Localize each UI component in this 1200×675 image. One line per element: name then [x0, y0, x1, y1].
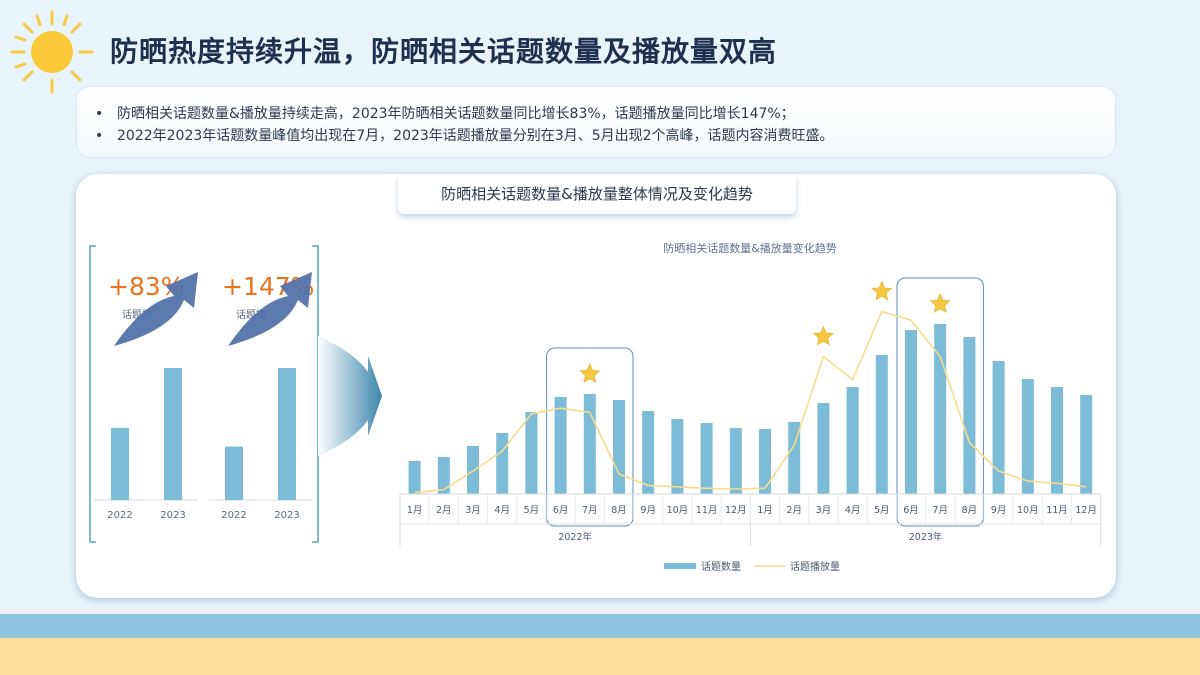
bar: [963, 337, 976, 494]
mini-tick-label: 2023: [274, 510, 299, 521]
bar: [467, 446, 479, 494]
bar: [759, 429, 771, 494]
x-tick-label: 9月: [991, 505, 1007, 516]
x-tick-label: 1月: [407, 505, 423, 516]
x-tick-label: 8月: [611, 505, 627, 516]
summary-item: 防晒相关话题数量&播放量持续走高，2023年防晒相关话题数量同比增长83%，话题…: [95, 103, 1091, 125]
x-tick-label: 4月: [845, 505, 861, 516]
line-series: [414, 310, 1087, 494]
summary-item: 2022年2023年话题数量峰值均出现在7月，2023年话题播放量分别在3月、5…: [95, 125, 1091, 147]
bar: [934, 324, 947, 494]
bar: [875, 355, 888, 494]
x-tick-label: 7月: [582, 505, 598, 516]
bar: [671, 419, 684, 494]
x-tick-label: 1月: [757, 505, 773, 516]
legend-label: 话题数量: [701, 560, 741, 573]
bar: [525, 412, 538, 494]
x-tick-label: 10月: [667, 505, 689, 516]
x-tick-label: 3月: [465, 505, 481, 516]
legend-label: 话题播放量: [790, 560, 840, 573]
page-title: 防晒热度持续升温，防晒相关话题数量及播放量双高: [110, 35, 778, 68]
chart-title: 防晒相关话题数量&播放量变化趋势: [663, 241, 837, 255]
mini-bar: [225, 446, 243, 500]
highlight-frame: [546, 347, 634, 527]
x-tick-label: 10月: [1017, 505, 1039, 516]
bar: [1051, 387, 1063, 494]
star-icon: [929, 292, 951, 313]
mini-bar: [111, 427, 129, 500]
x-tick-label: 9月: [640, 505, 656, 516]
bar: [642, 411, 655, 494]
bar: [700, 423, 713, 494]
x-tick-label: 12月: [1075, 505, 1097, 516]
x-tick-label: 5月: [874, 505, 890, 516]
x-tick-label: 2月: [786, 505, 802, 516]
x-tick-label: 11月: [696, 505, 718, 516]
up-arrow-icon: [114, 272, 198, 346]
bar: [496, 433, 509, 494]
star-icon: [812, 325, 834, 346]
x-tick-label: 5月: [524, 505, 540, 516]
mini-tick-label: 2022: [107, 510, 132, 521]
mini-tick-label: 2023: [160, 510, 185, 521]
footer-band: [0, 638, 1200, 675]
bar: [1021, 379, 1034, 494]
bar: [583, 394, 596, 494]
bar: [613, 400, 625, 494]
highlight-frame: [896, 277, 984, 527]
year-label: 2023年: [909, 531, 943, 543]
x-tick-label: 6月: [903, 505, 919, 516]
x-tick-label: 8月: [962, 505, 978, 516]
bar: [408, 461, 421, 494]
mini-bar: [278, 368, 296, 500]
footer-band: [0, 614, 1200, 638]
bar: [905, 330, 917, 494]
bar: [817, 403, 830, 494]
year-label: 2022年: [558, 531, 592, 543]
trend-chart: 防晒相关话题数量&播放量变化趋势 1月 2月 3月 4月 5月 6月 7月 8月 9月 10月 11月…: [399, 241, 1102, 573]
bracket-left: [89, 245, 96, 543]
x-tick-label: 3月: [816, 505, 832, 516]
bar: [846, 387, 859, 494]
bar: [437, 457, 450, 494]
x-tick-label: 11月: [1046, 505, 1068, 516]
x-tick-label: 2月: [436, 505, 452, 516]
star-icon: [579, 362, 601, 383]
bar: [992, 361, 1005, 494]
x-tick-label: 4月: [494, 505, 510, 516]
mini-bar: [164, 368, 182, 500]
right-arrow-icon: [318, 336, 382, 456]
sun-icon: [10, 10, 94, 94]
up-arrow-icon: [228, 272, 312, 346]
summary-box: 防晒相关话题数量&播放量持续走高，2023年防晒相关话题数量同比增长83%，话题…: [76, 86, 1116, 158]
x-tick-label: 6月: [553, 505, 569, 516]
x-tick-label: 7月: [932, 505, 948, 516]
x-tick-label: 12月: [725, 505, 747, 516]
bar: [1080, 395, 1093, 494]
legend-bar-swatch: [664, 563, 696, 569]
star-icon: [871, 280, 893, 301]
panel-title: 防晒相关话题数量&播放量整体情况及变化趋势: [398, 176, 796, 214]
bar: [554, 397, 567, 494]
mini-tick-label: 2022: [221, 510, 246, 521]
bar: [729, 428, 742, 494]
bar: [788, 422, 801, 494]
